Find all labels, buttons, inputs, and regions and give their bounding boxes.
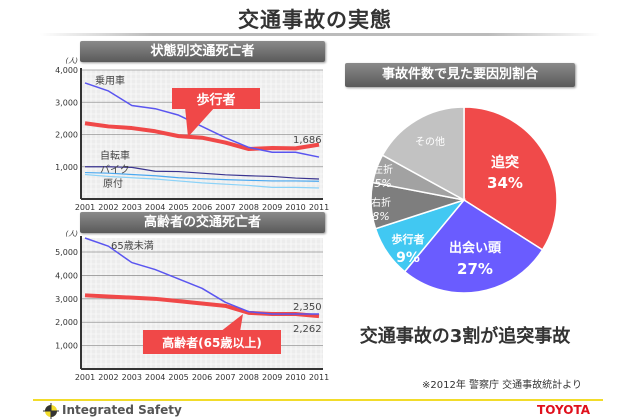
series-line: [85, 166, 320, 180]
y-axis-unit: (人): [66, 230, 79, 238]
pie-chart: [370, 106, 558, 294]
pie-slice: [381, 106, 465, 202]
y-axis-unit: (人): [66, 57, 79, 65]
pie-title: 事故件数で見た要因別割合: [345, 63, 575, 87]
pie-pct-pedestrian: 9%: [396, 250, 420, 266]
x-tick-label: 2007: [215, 203, 235, 212]
pie-pct-left-turn: 5%: [374, 177, 391, 190]
x-tick-label: 2005: [168, 203, 188, 212]
annotation-2262: 2,262: [293, 324, 322, 335]
chart2-plot: 1,000 2,000 3,000 4,000 5,000 (人) 2001 2002 2003…: [55, 230, 329, 382]
x-tick-label: 2008: [239, 373, 259, 382]
label-elderly: 高齢者(65歳以上): [162, 335, 262, 350]
x-tick-label: 2003: [122, 203, 142, 212]
y-tick-label: 4,000: [55, 271, 78, 280]
series-line: [84, 171, 320, 182]
pie-label-crossing: 出会い頭: [449, 240, 502, 256]
x-tick-label: 2011: [309, 373, 329, 382]
source-note: ※2012年 警察庁 交通事故統計より: [422, 380, 582, 391]
x-tick-label: 2004: [145, 373, 165, 382]
annotation-1686: 1,686: [293, 135, 322, 146]
pie-label-left-turn: 左折: [373, 163, 393, 176]
label-car: 乗用車: [95, 74, 125, 87]
x-tick-label: 2002: [98, 373, 118, 382]
x-tick-label: 2003: [122, 373, 142, 382]
toyota-logo: TOYOTA: [537, 403, 590, 417]
y-tick-label: 1,000: [55, 163, 78, 172]
label-motorcycle: バイク: [100, 164, 130, 176]
x-tick-label: 2007: [215, 373, 235, 382]
x-tick-label: 2001: [75, 203, 95, 212]
pie-pct-rear-end: 34%: [487, 174, 523, 192]
x-tick-label: 2005: [168, 373, 188, 382]
pie-slice: [403, 199, 544, 294]
brand-name: Integrated Safety: [62, 403, 182, 417]
y-tick-label: 2,000: [55, 131, 78, 140]
x-tick-label: 2009: [262, 373, 282, 382]
pedestrian-callout-pointer: [185, 107, 215, 137]
x-tick-label: 2001: [75, 373, 95, 382]
series-line: [84, 237, 319, 315]
x-tick-label: 2011: [309, 203, 329, 212]
label-under65: 65歳未満: [111, 240, 154, 252]
label-moped: 原付: [103, 177, 123, 190]
pie-pct-crossing: 27%: [457, 260, 493, 278]
y-tick-label: 5,000: [55, 248, 78, 257]
pedestrian-callout: [172, 88, 260, 109]
elderly-callout: [143, 330, 281, 354]
annotation-2350: 2,350: [293, 302, 322, 313]
x-tick-label: 2008: [239, 203, 259, 212]
slogan: 交通事故の3割が追突事故: [359, 326, 571, 347]
x-tick-label: 2010: [285, 203, 305, 212]
y-tick-label: 3,000: [55, 98, 78, 107]
x-tick-label: 2002: [98, 203, 118, 212]
x-tick-label: 2004: [145, 203, 165, 212]
pie-label-pedestrian: 歩行者: [392, 232, 425, 246]
x-tick-label: 2006: [192, 203, 212, 212]
series-line: [84, 82, 320, 158]
page-title: 交通事故の実態: [238, 8, 392, 32]
y-tick-label: 3,000: [55, 295, 78, 304]
elderly-callout-pointer: [220, 314, 243, 332]
y-tick-label: 4,000: [55, 66, 78, 75]
series-line: [84, 121, 320, 152]
label-pedestrian: 歩行者: [196, 92, 235, 108]
x-tick-label: 2010: [285, 373, 305, 382]
pie-label-other: その他: [415, 135, 445, 148]
integrated-safety-logo-icon: [43, 403, 59, 419]
chart2-title: 高齢者の交通死亡者: [80, 212, 325, 233]
pie-label-right-turn: 右折: [371, 196, 391, 209]
chart1-title: 状態別交通死亡者: [80, 41, 325, 62]
pie-pct-right-turn: 8%: [372, 210, 389, 223]
y-tick-label: 1,000: [55, 342, 78, 351]
y-tick-label: 2,000: [55, 318, 78, 327]
series-line: [84, 173, 320, 189]
x-tick-label: 2006: [192, 373, 212, 382]
x-tick-label: 2009: [262, 203, 282, 212]
pie-label-rear-end: 追突: [491, 154, 519, 171]
label-bicycle: 自転車: [100, 149, 130, 162]
title-divider: [40, 33, 600, 36]
footer-divider: [33, 399, 603, 401]
